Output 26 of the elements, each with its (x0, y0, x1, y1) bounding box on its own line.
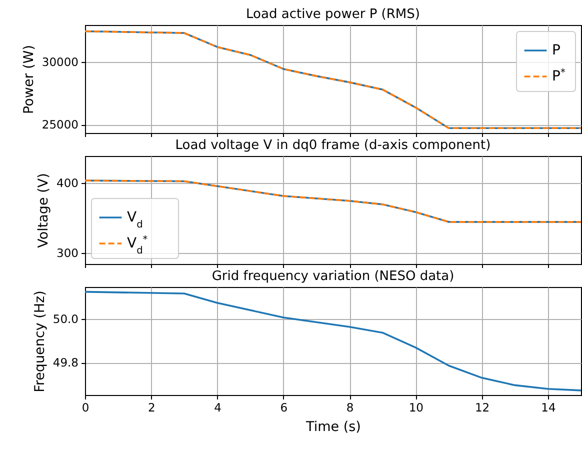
x-tick-label: 0 (82, 400, 90, 414)
y-tick-label: 25000 (42, 117, 78, 132)
y-tick-label: 400 (56, 176, 78, 190)
x-tick-label: 8 (346, 400, 354, 414)
line-series (85, 290, 581, 392)
y-tick-label: 49.8 (52, 355, 78, 370)
y-tick-label: 50.0 (52, 312, 78, 326)
x-axis-title: Time (s) (305, 419, 361, 435)
x-tick-label: 12 (474, 400, 490, 414)
legend-label: P$^{*}$ (552, 67, 566, 84)
y-axis-title: Frequency (Hz) (32, 290, 48, 392)
chart-title: Load voltage V in dq0 frame (d-axis component) (175, 138, 491, 153)
line-series (85, 30, 581, 130)
chart-title: Grid frequency variation (NESO data) (212, 269, 454, 284)
y-tick-label: 300 (56, 246, 78, 260)
x-tick-label: 2 (148, 400, 156, 414)
y-axis-title: Power (W) (20, 45, 37, 114)
y-axis-title: Voltage (V) (36, 173, 52, 248)
legend-label: P (552, 42, 560, 58)
legend-label: V$_{d}$ (127, 210, 143, 230)
x-tick-label: 10 (408, 400, 424, 414)
x-tick-label: 4 (214, 400, 222, 414)
x-tick-label: 14 (541, 400, 556, 414)
chart-title: Load active power P (RMS) (246, 7, 420, 22)
x-tick-label: 6 (280, 400, 288, 414)
y-tick-label: 30000 (42, 54, 78, 69)
